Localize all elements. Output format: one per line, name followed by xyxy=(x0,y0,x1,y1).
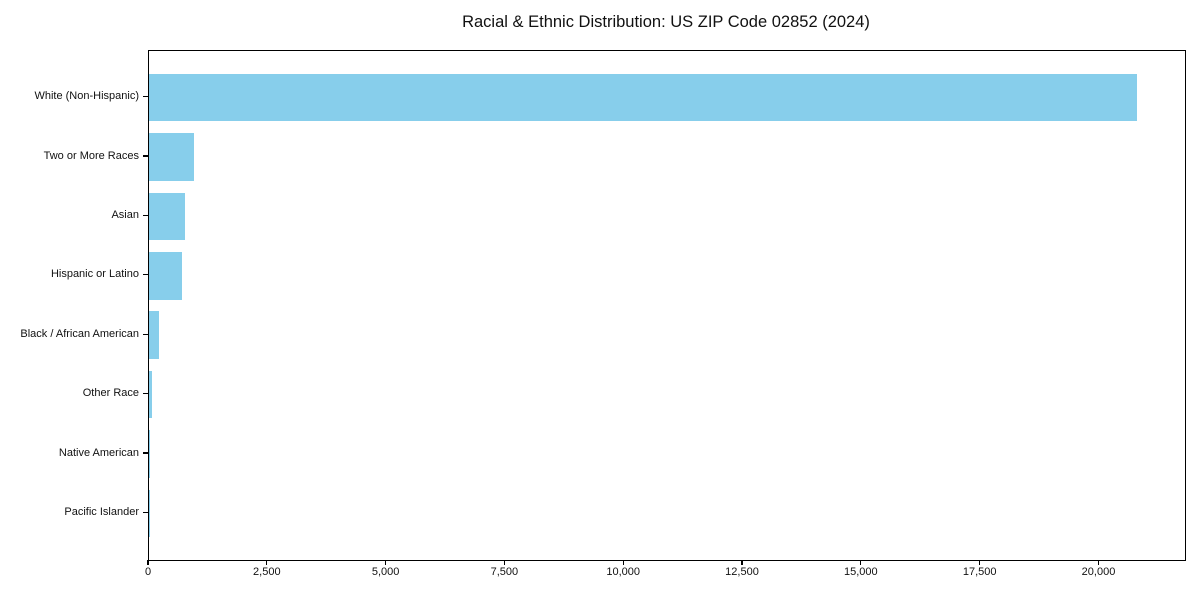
x-tick-mark xyxy=(266,560,268,565)
y-axis-label: Pacific Islander xyxy=(64,505,139,518)
x-axis-label: 0 xyxy=(144,566,152,578)
y-tick-mark xyxy=(143,333,148,335)
x-axis-label: 7,500 xyxy=(490,566,519,578)
x-tick-mark xyxy=(979,560,981,565)
x-tick-mark xyxy=(1097,560,1100,565)
x-axis-label: 15,000 xyxy=(843,566,878,578)
y-axis-label: Native American xyxy=(58,446,139,459)
y-axis-label: White (Non-Hispanic) xyxy=(34,90,139,103)
x-tick-mark xyxy=(860,560,862,565)
y-tick-mark xyxy=(143,155,148,157)
y-axis-label: Other Race xyxy=(82,387,139,400)
bar xyxy=(149,430,151,478)
x-axis-label: 2,500 xyxy=(253,566,281,578)
y-axis-label: Black / African American xyxy=(20,327,139,340)
x-tick-mark xyxy=(503,560,505,565)
x-tick-mark xyxy=(622,560,624,565)
y-tick-mark xyxy=(143,274,148,276)
x-tick-mark xyxy=(741,560,743,565)
plot-area xyxy=(148,50,1186,561)
bar xyxy=(149,311,159,359)
y-axis-label: Two or More Races xyxy=(43,149,139,162)
bar xyxy=(149,192,185,241)
y-axis-label: Asian xyxy=(111,208,139,221)
x-axis-label: 17,500 xyxy=(962,566,997,578)
y-axis-label: Hispanic or Latino xyxy=(50,268,139,281)
x-tick-mark xyxy=(147,560,149,565)
chart-title: Racial & Ethnic Distribution: US ZIP Cod… xyxy=(462,13,870,31)
x-axis-label: 10,000 xyxy=(606,566,641,578)
bar xyxy=(149,73,1138,122)
x-axis-label: 5,000 xyxy=(371,566,400,578)
x-tick-mark xyxy=(385,560,387,565)
y-tick-mark xyxy=(143,214,148,216)
x-axis-label: 20,000 xyxy=(1081,566,1116,578)
y-tick-mark xyxy=(143,452,148,454)
y-tick-mark xyxy=(143,393,148,395)
y-tick-mark xyxy=(143,96,148,98)
bar xyxy=(149,370,153,419)
bar xyxy=(149,133,194,181)
y-tick-mark xyxy=(143,511,148,513)
x-axis-label: 12,500 xyxy=(725,566,759,578)
bar xyxy=(149,252,182,300)
